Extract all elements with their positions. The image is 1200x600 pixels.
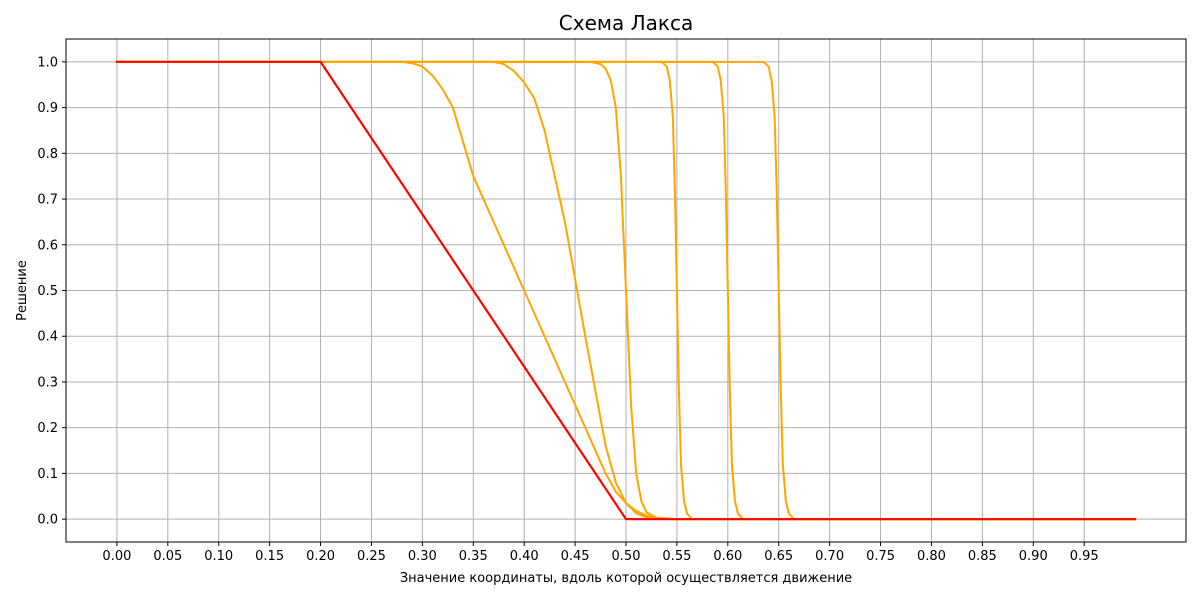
y-tick-label: 0.5 bbox=[37, 284, 58, 299]
x-tick-label: 0.20 bbox=[306, 549, 335, 564]
x-tick-label: 0.15 bbox=[255, 549, 284, 564]
x-tick-label: 0.55 bbox=[662, 549, 691, 564]
x-tick-label: 0.05 bbox=[153, 549, 182, 564]
x-tick-label: 0.65 bbox=[764, 549, 793, 564]
x-tick-label: 0.00 bbox=[102, 549, 131, 564]
ticks: 0.00 0.05 0.10 0.15 0.20 0.25 0.30 0.35 0.40 0.45… bbox=[37, 55, 1098, 564]
y-tick-label: 0.1 bbox=[37, 467, 58, 482]
x-tick-label: 0.95 bbox=[1070, 549, 1099, 564]
chart-title: Схема Лакса bbox=[559, 11, 693, 35]
y-tick-label: 1.0 bbox=[37, 55, 58, 70]
x-axis-label: Значение координаты, вдоль которой осуще… bbox=[400, 571, 852, 586]
series-lines bbox=[115, 60, 1137, 521]
x-tick-label: 0.45 bbox=[561, 549, 590, 564]
y-tick-label: 0.2 bbox=[37, 421, 58, 436]
y-tick-label: 0.8 bbox=[37, 147, 58, 162]
y-tick-label: 0.9 bbox=[37, 101, 58, 116]
x-tick-label: 0.90 bbox=[1019, 549, 1048, 564]
x-tick-label: 0.50 bbox=[612, 549, 641, 564]
y-axis-label: Решение bbox=[15, 260, 30, 321]
x-tick-label: 0.25 bbox=[357, 549, 386, 564]
x-tick-label: 0.30 bbox=[408, 549, 437, 564]
y-tick-label: 0.4 bbox=[37, 330, 58, 345]
x-tick-label: 0.40 bbox=[510, 549, 539, 564]
y-tick-label: 0.6 bbox=[37, 238, 58, 253]
x-tick-label: 0.35 bbox=[459, 549, 488, 564]
x-tick-label: 0.75 bbox=[866, 549, 895, 564]
series-line-8 bbox=[115, 60, 1137, 521]
x-tick-label: 0.10 bbox=[204, 549, 233, 564]
x-tick-label: 0.60 bbox=[713, 549, 742, 564]
x-tick-label: 0.80 bbox=[917, 549, 946, 564]
x-tick-label: 0.85 bbox=[968, 549, 997, 564]
y-tick-label: 0.3 bbox=[37, 375, 58, 390]
y-tick-label: 0.7 bbox=[37, 193, 58, 208]
y-tick-label: 0.0 bbox=[37, 513, 58, 528]
x-tick-label: 0.70 bbox=[815, 549, 844, 564]
